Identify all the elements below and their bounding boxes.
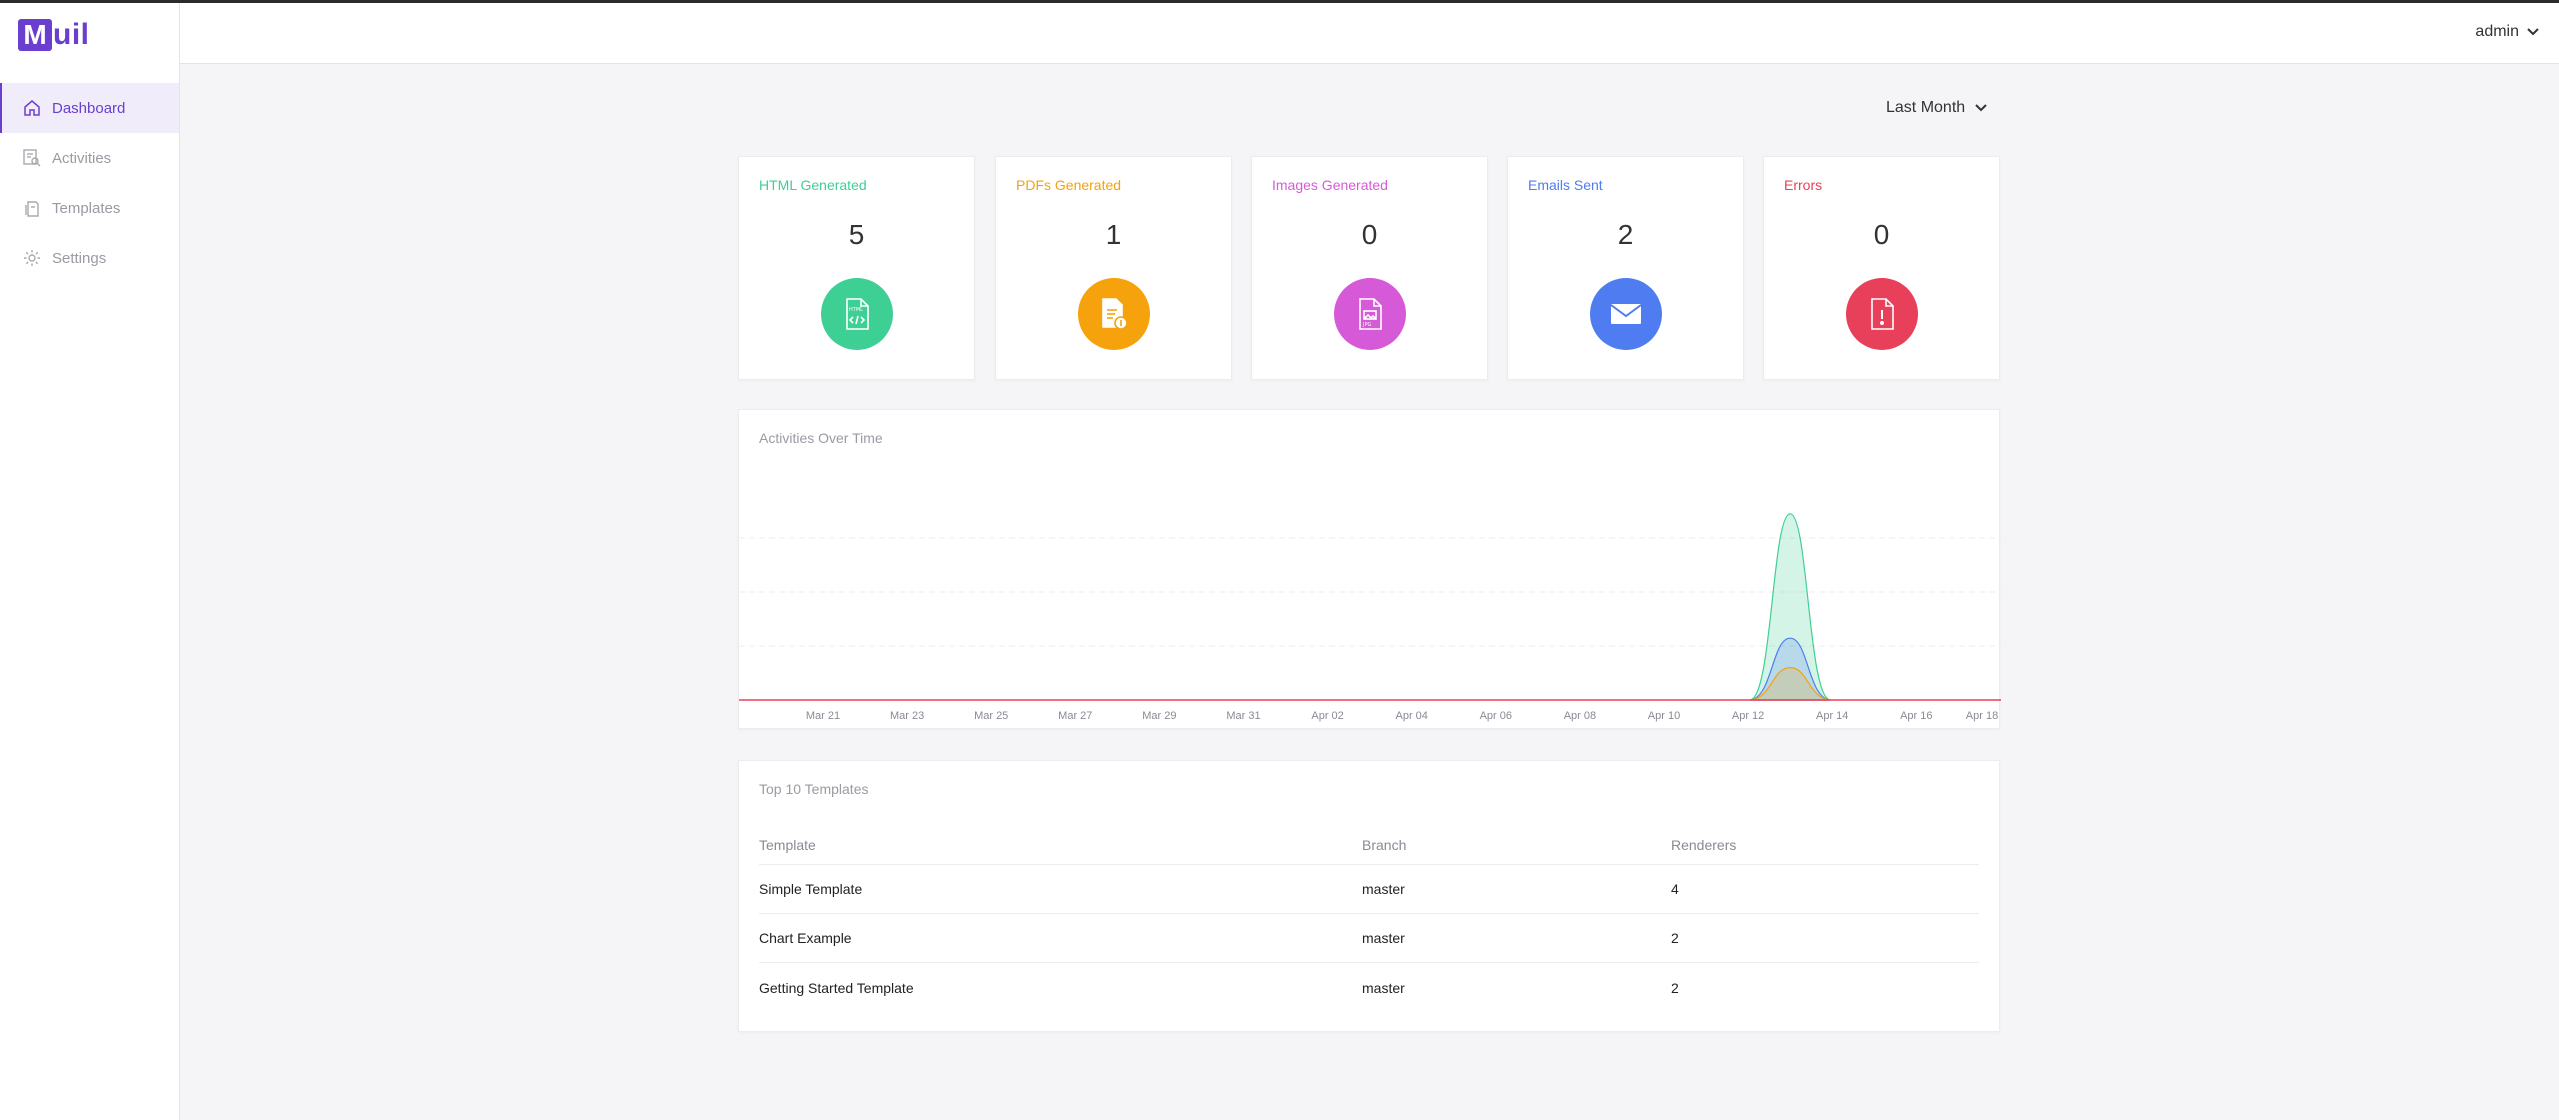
x-tick-label: Apr 16 — [1900, 710, 1932, 722]
stat-card-pdf: PDFs Generated 1 — [995, 156, 1232, 380]
activities-chart: Mar 21 Mar 23 Mar 25 Mar 27 Mar 29 Mar 31 Apr … — [739, 513, 2001, 722]
top-header: admin — [180, 3, 2559, 64]
series-area — [1750, 666, 1831, 701]
stat-value: 5 — [848, 219, 865, 250]
app-logo[interactable]: M uil — [18, 18, 90, 52]
templates-icon — [22, 198, 42, 218]
x-tick-label: Mar 27 — [1058, 710, 1092, 722]
x-tick-label: Apr 08 — [1564, 710, 1596, 722]
stat-title: HTML Generated — [759, 177, 867, 193]
stat-value: 1 — [1105, 219, 1122, 250]
sidebar-nav: Dashboard Activities Templates Settings — [0, 83, 179, 283]
x-tick-label: Apr 18 — [1966, 710, 1998, 722]
x-tick-label: Apr 14 — [1816, 710, 1848, 722]
x-tick-label: Apr 10 — [1648, 710, 1680, 722]
sidebar-item-settings[interactable]: Settings — [0, 233, 179, 283]
x-tick-label: Apr 12 — [1732, 710, 1764, 722]
sidebar-item-activities[interactable]: Activities — [0, 133, 179, 183]
branch-cell: master — [1362, 881, 1405, 897]
templates-table: Template Branch Renderers Simple Templat… — [759, 825, 1979, 1012]
x-tick-label: Mar 25 — [974, 710, 1008, 722]
stat-title: Images Generated — [1272, 177, 1388, 193]
stat-value: 0 — [1873, 219, 1890, 250]
x-tick-label: Mar 29 — [1142, 710, 1176, 722]
x-tick-label: Apr 02 — [1311, 710, 1343, 722]
pdf-file-icon — [1101, 298, 1128, 330]
branch-cell: master — [1362, 979, 1405, 996]
stat-value: 2 — [1617, 219, 1634, 250]
sidebar-item-label: Dashboard — [52, 99, 126, 117]
home-icon — [22, 98, 42, 118]
sidebar-item-label: Activities — [52, 149, 112, 167]
x-tick-label: Apr 04 — [1395, 710, 1427, 722]
column-header: Branch — [1362, 836, 1407, 853]
x-tick-label: Mar 31 — [1226, 710, 1260, 722]
stat-icon-circle — [1077, 278, 1150, 350]
activities-chart-panel: Activities Over Time Mar 21 Mar 23 Mar 25 M… — [738, 409, 2001, 729]
sidebar-item-label: Templates — [52, 199, 121, 217]
table-title: Top 10 Templates — [759, 781, 869, 797]
stat-card-emails: Emails Sent 2 — [1507, 156, 1744, 380]
table-header-row: Template Branch Renderers — [759, 825, 1979, 865]
stat-card-html: HTML Generated 5 HTML — [738, 156, 975, 380]
image-file-icon: JPG — [1358, 298, 1382, 330]
stat-title: Errors — [1784, 177, 1823, 193]
sidebar-item-templates[interactable]: Templates — [0, 183, 179, 233]
error-file-icon — [1870, 298, 1894, 330]
branch-cell: master — [1362, 930, 1405, 946]
table-row[interactable]: Simple Template master 4 — [759, 865, 1979, 914]
stat-card-images: Images Generated 0 JPG — [1251, 156, 1488, 380]
chevron-down-icon — [2527, 28, 2539, 36]
stat-title: PDFs Generated — [1016, 177, 1122, 193]
sidebar-item-dashboard[interactable]: Dashboard — [0, 83, 179, 133]
renderers-cell: 2 — [1671, 930, 1679, 946]
table-row[interactable]: Chart Example master 2 — [759, 914, 1979, 963]
gear-icon — [22, 248, 42, 268]
svg-text:HTML: HTML — [849, 307, 863, 313]
series-area — [1749, 513, 1831, 701]
stat-icon-circle: JPG — [1333, 278, 1406, 350]
renderers-cell: 2 — [1671, 979, 1679, 996]
table-row[interactable]: Getting Started Template master 2 — [759, 963, 1979, 1012]
template-name-cell: Getting Started Template — [759, 979, 914, 996]
sidebar-item-label: Settings — [52, 249, 107, 267]
logo-mark: M — [18, 19, 52, 51]
mail-icon — [1609, 304, 1642, 324]
x-tick-label: Apr 06 — [1480, 710, 1512, 722]
top-templates-panel: Top 10 Templates Template Branch Rendere… — [738, 760, 2000, 1032]
date-range-select[interactable]: Last Month — [1886, 99, 1987, 117]
date-range-value: Last Month — [1886, 99, 1966, 116]
column-header: Renderers — [1671, 836, 1737, 853]
user-menu[interactable]: admin — [2475, 23, 2539, 41]
logo-text: uil — [53, 18, 90, 51]
template-name-cell: Simple Template — [759, 881, 863, 897]
column-header: Template — [759, 836, 816, 853]
renderers-cell: 4 — [1671, 881, 1679, 897]
stat-icon-circle — [1589, 278, 1662, 350]
chart-title: Activities Over Time — [759, 430, 883, 446]
x-tick-label: Mar 21 — [806, 710, 840, 722]
svg-text:JPG: JPG — [1362, 322, 1371, 328]
user-name: admin — [2475, 23, 2519, 40]
stat-card-errors: Errors 0 — [1763, 156, 2000, 380]
stat-value: 0 — [1361, 219, 1378, 250]
chevron-down-icon — [1975, 104, 1987, 112]
stat-icon-circle: HTML — [820, 278, 893, 350]
template-name-cell: Chart Example — [759, 930, 852, 946]
sidebar: M uil Dashboard Activities Templates Se — [0, 3, 180, 1120]
stat-icon-circle — [1845, 278, 1918, 350]
stat-title: Emails Sent — [1528, 177, 1603, 193]
html-file-icon: HTML — [845, 298, 869, 330]
activities-icon — [22, 148, 42, 168]
x-tick-label: Mar 23 — [890, 710, 924, 722]
